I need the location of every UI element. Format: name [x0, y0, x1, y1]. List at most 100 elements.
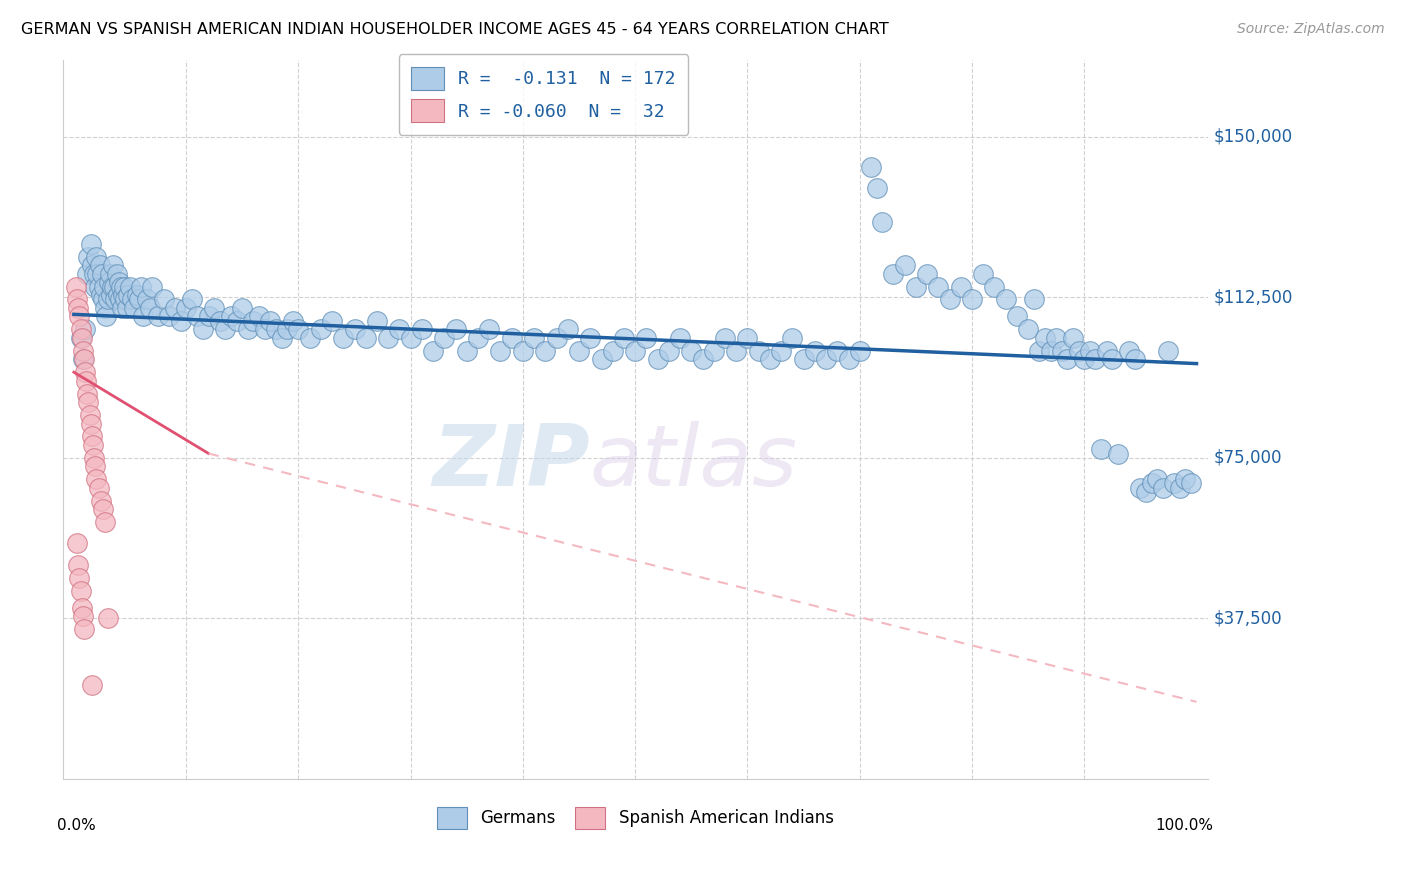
- Point: [65, 279, 87, 293]
- Point: [1062, 331, 1084, 345]
- Point: [1073, 352, 1095, 367]
- Point: [70, 331, 93, 345]
- Point: [163, 301, 186, 315]
- Point: [124, 301, 146, 315]
- Point: [1033, 331, 1056, 345]
- Point: [77, 250, 100, 264]
- Point: [456, 343, 478, 358]
- Point: [859, 160, 882, 174]
- Text: $37,500: $37,500: [1213, 609, 1282, 627]
- Point: [103, 279, 125, 293]
- Point: [1107, 446, 1129, 460]
- Point: [84, 250, 107, 264]
- Point: [69, 322, 91, 336]
- Point: [737, 331, 759, 345]
- Point: [94, 515, 117, 529]
- Point: [399, 331, 422, 345]
- Point: [73, 622, 96, 636]
- Point: [915, 267, 938, 281]
- Point: [90, 288, 112, 302]
- Point: [112, 288, 135, 302]
- Point: [770, 343, 793, 358]
- Point: [101, 279, 124, 293]
- Point: [83, 267, 105, 281]
- Point: [152, 293, 174, 307]
- Point: [104, 293, 127, 307]
- Point: [107, 275, 129, 289]
- Point: [197, 310, 219, 324]
- Point: [1152, 481, 1174, 495]
- Point: [1028, 343, 1050, 358]
- Point: [93, 279, 115, 293]
- Legend: Germans, Spanish American Indians: Germans, Spanish American Indians: [430, 801, 841, 835]
- Point: [624, 343, 647, 358]
- Point: [1095, 343, 1118, 358]
- Point: [1146, 472, 1168, 486]
- Point: [759, 352, 782, 367]
- Point: [101, 258, 124, 272]
- Point: [1050, 343, 1073, 358]
- Point: [169, 314, 191, 328]
- Point: [1067, 343, 1090, 358]
- Text: atlas: atlas: [589, 421, 797, 504]
- Point: [98, 267, 121, 281]
- Point: [66, 536, 89, 550]
- Point: [276, 322, 298, 336]
- Point: [72, 343, 94, 358]
- Point: [882, 267, 904, 281]
- Point: [467, 331, 489, 345]
- Point: [1022, 293, 1045, 307]
- Point: [1039, 343, 1062, 358]
- Point: [1118, 343, 1140, 358]
- Point: [546, 331, 568, 345]
- Point: [202, 301, 225, 315]
- Point: [681, 343, 703, 358]
- Point: [1045, 331, 1067, 345]
- Point: [366, 314, 388, 328]
- Point: [433, 331, 456, 345]
- Point: [354, 331, 377, 345]
- Point: [108, 293, 131, 307]
- Point: [960, 293, 983, 307]
- Point: [287, 322, 309, 336]
- Point: [157, 310, 180, 324]
- Point: [76, 267, 98, 281]
- Point: [94, 301, 117, 315]
- Point: [904, 279, 927, 293]
- Point: [669, 331, 692, 345]
- Point: [70, 600, 93, 615]
- Point: [96, 293, 118, 307]
- Point: [186, 310, 208, 324]
- Point: [115, 301, 138, 315]
- Point: [191, 322, 214, 336]
- Point: [377, 331, 399, 345]
- Point: [253, 322, 276, 336]
- Point: [309, 322, 332, 336]
- Text: 100.0%: 100.0%: [1156, 819, 1213, 833]
- Point: [86, 267, 108, 281]
- Point: [793, 352, 815, 367]
- Point: [72, 609, 94, 624]
- Point: [264, 322, 287, 336]
- Point: [225, 314, 247, 328]
- Point: [444, 322, 467, 336]
- Point: [1090, 442, 1112, 457]
- Point: [132, 310, 155, 324]
- Point: [658, 343, 681, 358]
- Point: [714, 331, 737, 345]
- Point: [1129, 481, 1152, 495]
- Point: [69, 331, 91, 345]
- Text: ZIP: ZIP: [432, 421, 589, 504]
- Point: [782, 331, 804, 345]
- Point: [208, 314, 231, 328]
- Point: [557, 322, 579, 336]
- Point: [67, 558, 90, 572]
- Point: [837, 352, 859, 367]
- Text: GERMAN VS SPANISH AMERICAN INDIAN HOUSEHOLDER INCOME AGES 45 - 64 YEARS CORRELAT: GERMAN VS SPANISH AMERICAN INDIAN HOUSEH…: [21, 22, 889, 37]
- Point: [110, 279, 132, 293]
- Point: [125, 288, 148, 302]
- Point: [281, 314, 304, 328]
- Point: [69, 583, 91, 598]
- Point: [259, 314, 281, 328]
- Point: [388, 322, 411, 336]
